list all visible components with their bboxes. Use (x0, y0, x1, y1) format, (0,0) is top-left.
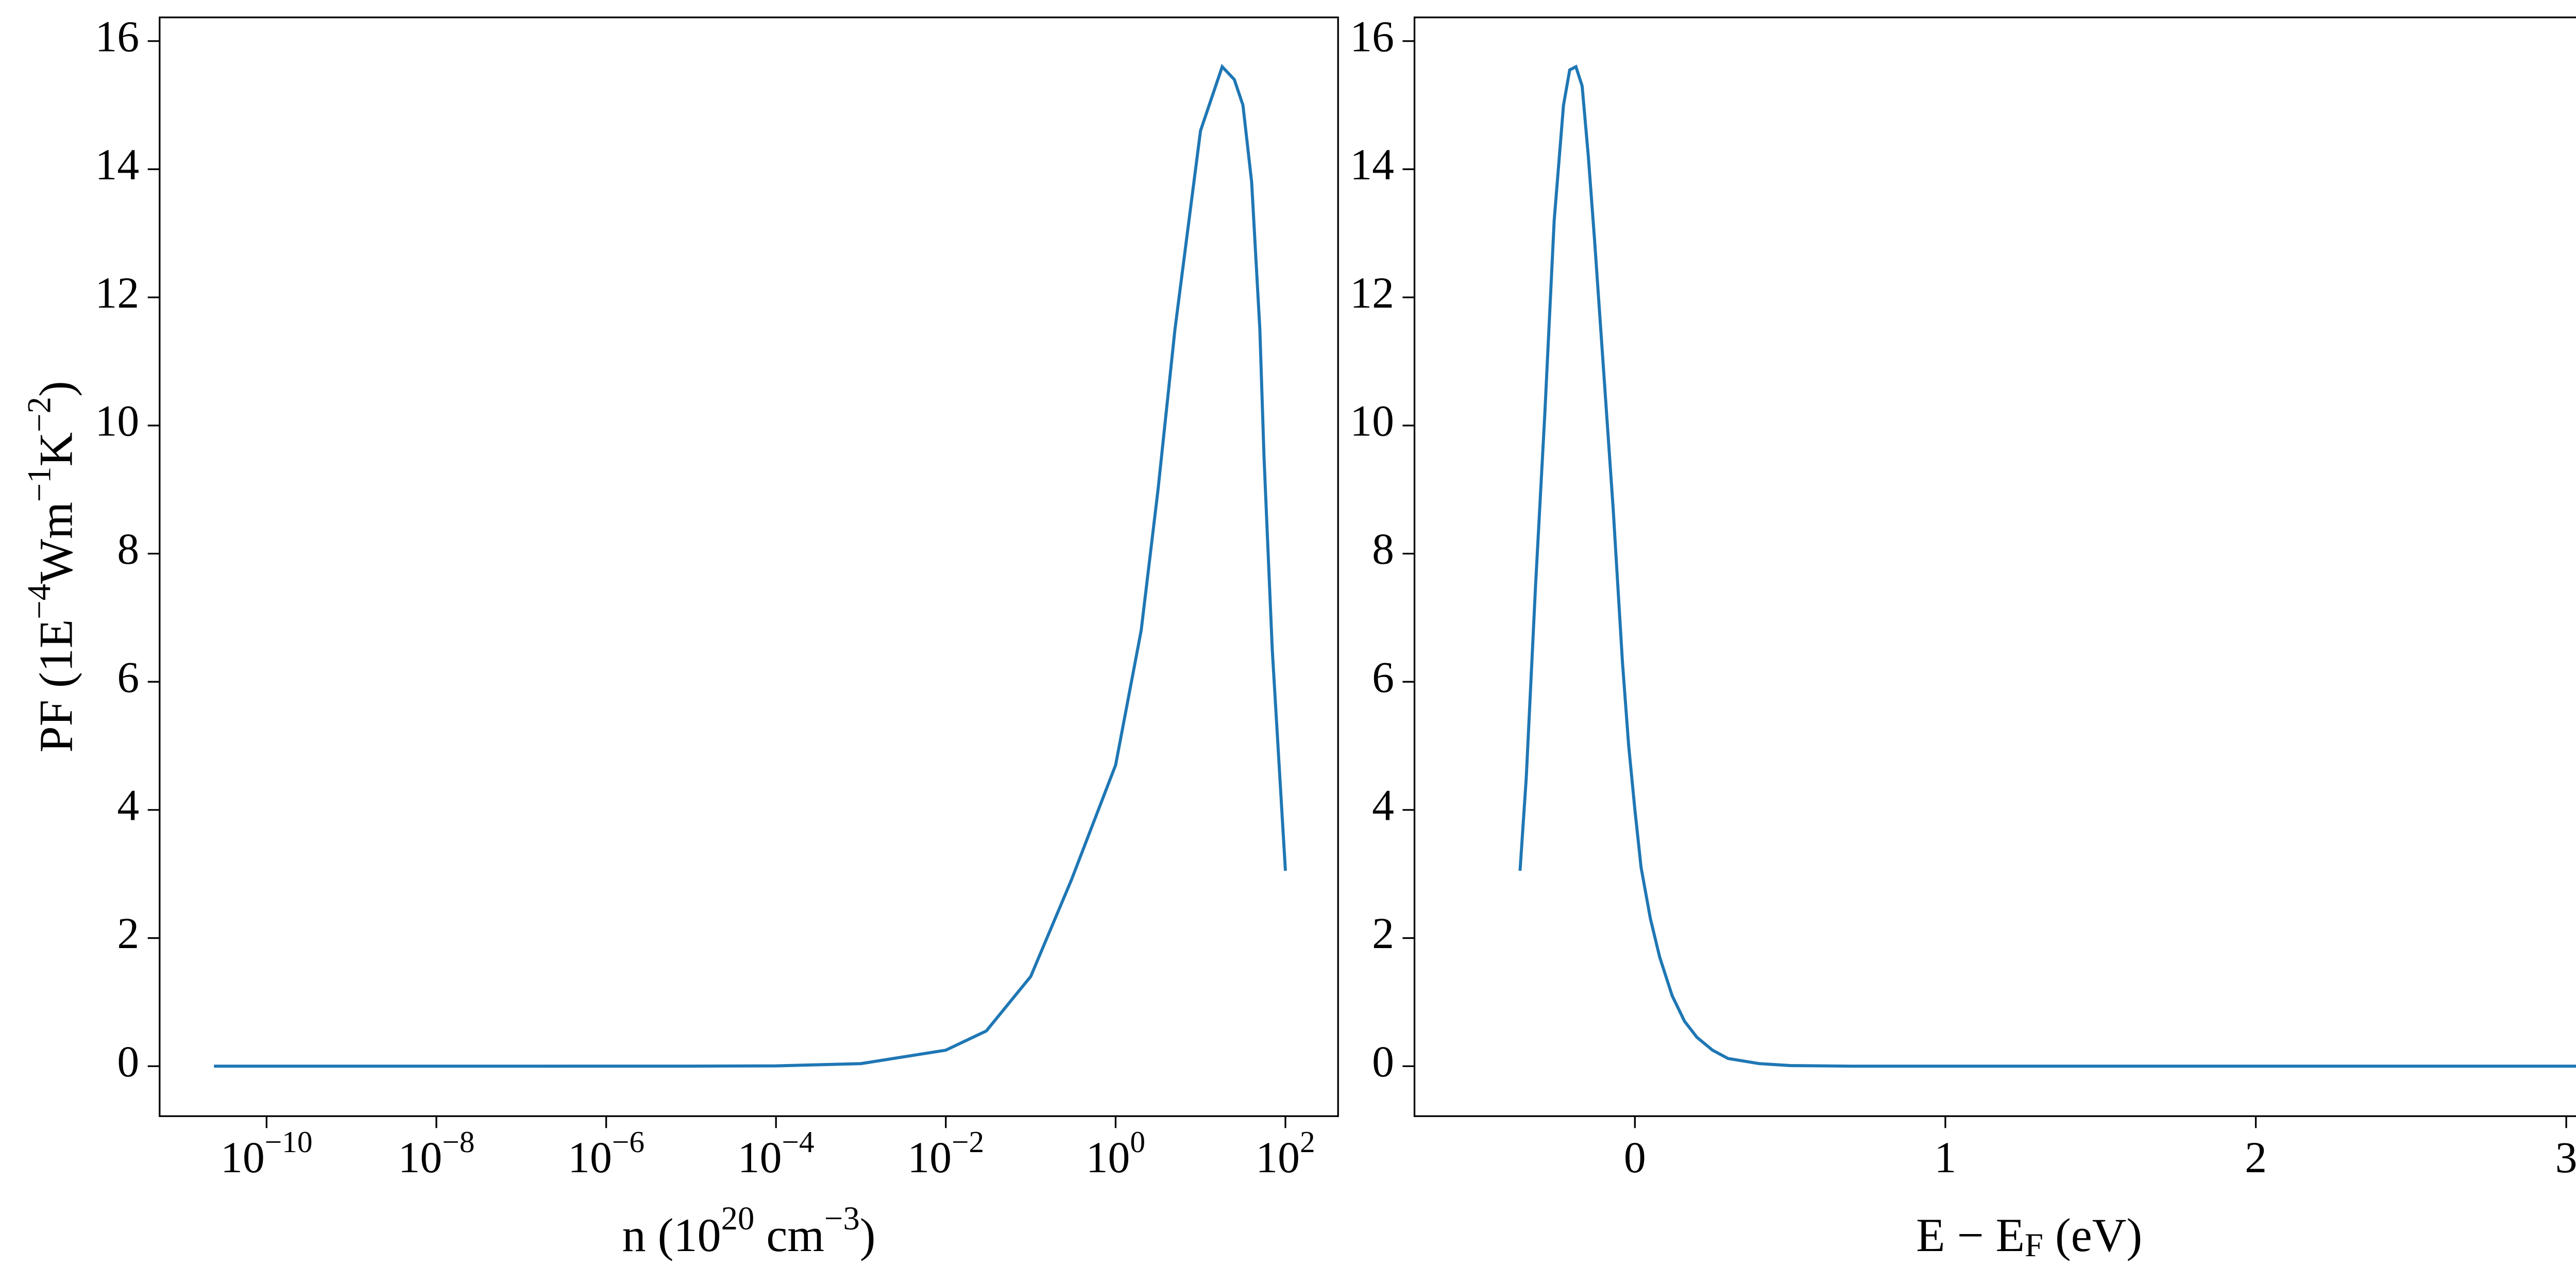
y-tick-label: 6 (1372, 653, 1394, 702)
x-axis-label-part: 20 (721, 1200, 755, 1237)
x-axis-label-part: cm (754, 1209, 824, 1261)
y-tick-label: 2 (1372, 909, 1394, 958)
x-axis-label-part: −3 (824, 1200, 860, 1237)
x-tick-label: 0 (1624, 1133, 1646, 1182)
x-tick-exponent: 2 (1300, 1125, 1315, 1159)
x-tick-label: 10−4 (738, 1125, 815, 1182)
y-tick-label: 4 (1372, 781, 1394, 830)
y-tick-label: 14 (95, 140, 140, 189)
y-tick-label: 12 (95, 268, 140, 317)
data-line (1518, 64, 2576, 1068)
y-axis-label-part: −1 (21, 466, 58, 502)
x-tick-exponent: −6 (612, 1125, 645, 1159)
y-axis-label-part: ) (30, 381, 82, 397)
y-axis-label-part: PF (1E (30, 619, 82, 753)
y-tick-label: 0 (1372, 1037, 1394, 1086)
plot-frame (159, 16, 1339, 1117)
x-axis-label: n (1020 cm−3) (622, 1200, 875, 1261)
y-tick-label: 2 (117, 909, 139, 958)
y-tick-label: 8 (117, 525, 139, 573)
x-tick-label: 2 (2245, 1133, 2267, 1182)
y-tick-label: 12 (1350, 268, 1394, 317)
y-tick-label: 10 (95, 396, 140, 445)
x-tick-base: 10 (1256, 1133, 1300, 1182)
data-line (214, 63, 1287, 1068)
x-axis-label-part: (eV) (2043, 1209, 2142, 1261)
y-tick-label: 16 (95, 12, 140, 61)
y-tick-label: 16 (1350, 12, 1394, 61)
x-tick-label: 10−2 (907, 1125, 984, 1182)
x-axis-label-part: E − E (1916, 1209, 2025, 1261)
x-tick-exponent: 0 (1130, 1125, 1145, 1159)
y-axis-label-part: −2 (21, 397, 58, 432)
x-tick-base: 10 (568, 1133, 612, 1182)
y-axis-label: PF (1E−4Wm−1K−2) (21, 381, 82, 752)
x-axis-label-part: n (10 (622, 1209, 721, 1261)
x-axis-label-part: ) (860, 1209, 876, 1261)
y-axis-label-part: Wm (30, 502, 82, 584)
x-tick-base: 10 (398, 1133, 443, 1182)
x-tick-base: 10 (1086, 1133, 1130, 1182)
x-axis-label-part: F (2025, 1226, 2043, 1263)
x-tick-label: 100 (1086, 1125, 1145, 1182)
y-axis-label-part: −4 (21, 584, 58, 619)
y-tick-label: 10 (1350, 396, 1394, 445)
y-tick-label: 4 (117, 781, 139, 830)
x-tick-label: 102 (1256, 1125, 1315, 1182)
x-axis-label: E − EF (eV) (1916, 1209, 2142, 1263)
x-tick-base: 10 (738, 1133, 782, 1182)
y-tick-label: 8 (1372, 525, 1394, 573)
x-tick-label: 3 (2555, 1133, 2576, 1182)
y-tick-label: 0 (117, 1037, 139, 1086)
x-tick-label: 10−8 (398, 1125, 475, 1182)
x-tick-label: 1 (1935, 1133, 1957, 1182)
x-tick-exponent: −4 (782, 1125, 814, 1159)
x-tick-exponent: −2 (952, 1125, 984, 1159)
plot-frame (1413, 16, 2576, 1117)
x-tick-label: 10−10 (221, 1125, 312, 1182)
x-tick-exponent: −10 (265, 1125, 313, 1159)
y-tick-label: 6 (117, 653, 139, 702)
x-tick-label: 10−6 (568, 1125, 645, 1182)
x-tick-base: 10 (907, 1133, 952, 1182)
y-tick-label: 14 (1350, 140, 1394, 189)
x-tick-base: 10 (221, 1133, 265, 1182)
x-tick-exponent: −8 (442, 1125, 474, 1159)
y-axis-label-part: K (30, 432, 82, 467)
